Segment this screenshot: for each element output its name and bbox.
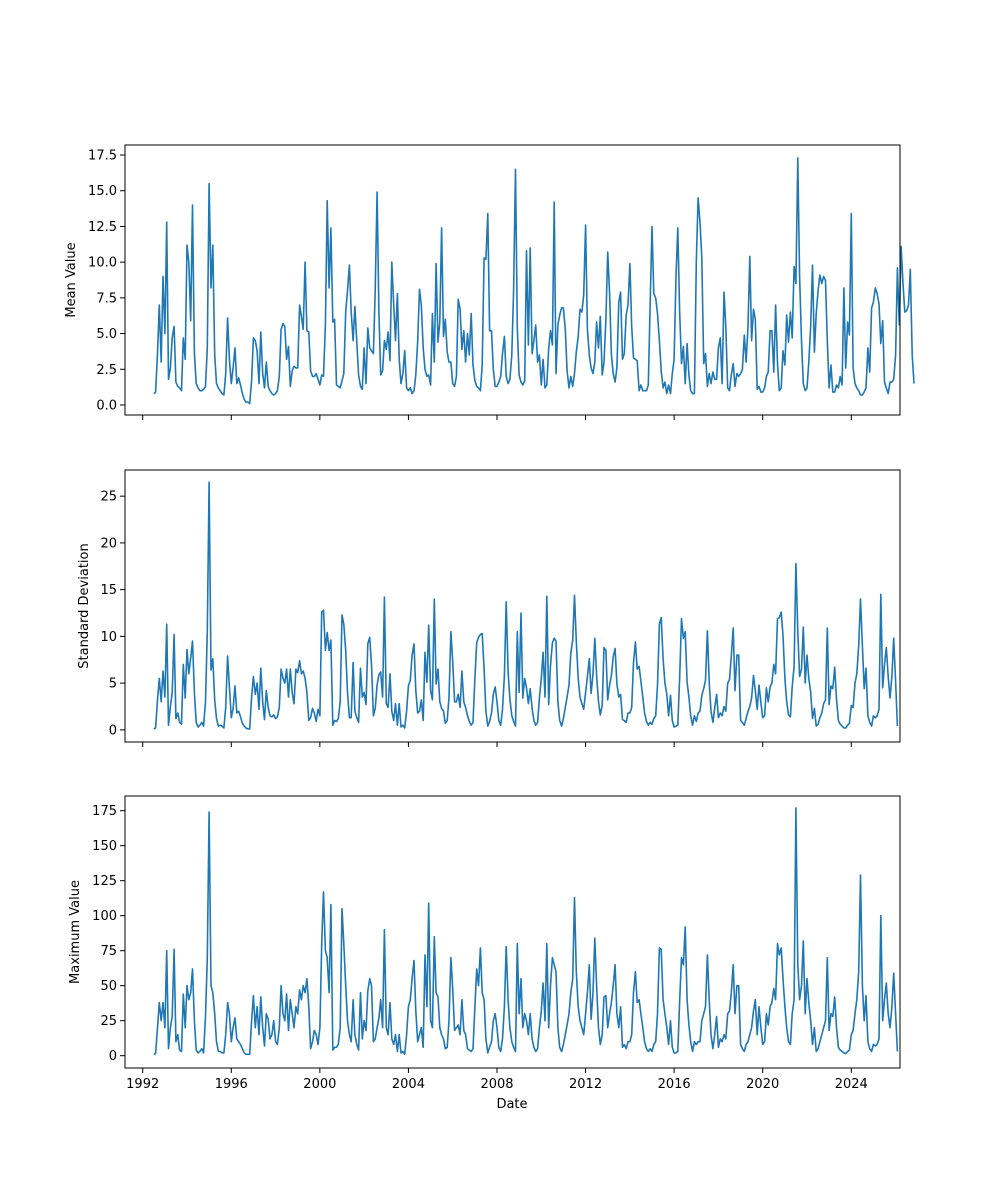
mean-value-axes-frame bbox=[124, 144, 901, 416]
mean-value-ytick-label: 2.5 bbox=[96, 363, 117, 378]
maximum-value-xtick-label: 2008 bbox=[480, 1077, 513, 1092]
standard-deviation-ytick-label: 5 bbox=[109, 677, 117, 692]
mean-value-ytick-label: 5.0 bbox=[96, 327, 117, 342]
maximum-value-xtick-label: 2000 bbox=[303, 1077, 336, 1092]
maximum-value-ytick-label: 75 bbox=[100, 944, 117, 959]
maximum-value-xtick-label: 2024 bbox=[835, 1077, 868, 1092]
xlabel-date: Date bbox=[496, 1097, 527, 1112]
standard-deviation-ytick-label: 15 bbox=[100, 583, 117, 598]
standard-deviation-ytick-label: 10 bbox=[100, 630, 117, 645]
maximum-value-ytick-label: 150 bbox=[92, 839, 117, 854]
standard-deviation-series-line bbox=[153, 481, 899, 730]
maximum-value-xtick-label: 1992 bbox=[126, 1077, 159, 1092]
maximum-value-series-line bbox=[153, 807, 899, 1056]
maximum-value-xtick-label: 2004 bbox=[392, 1077, 425, 1092]
maximum-value-xtick-label: 2020 bbox=[746, 1077, 779, 1092]
mean-value-ytick-label: 0.0 bbox=[96, 399, 117, 414]
mean-value-ytick-label: 12.5 bbox=[88, 220, 117, 235]
maximum-value-ytick-label: 25 bbox=[100, 1014, 117, 1029]
ylabel-mean-value: Mean Value bbox=[64, 242, 79, 317]
maximum-value-ytick-label: 175 bbox=[92, 804, 117, 819]
maximum-value-xtick-label: 1996 bbox=[215, 1077, 248, 1092]
maximum-value-ytick-label: 50 bbox=[100, 979, 117, 994]
mean-value-ytick-label: 10.0 bbox=[88, 256, 117, 271]
mean-value-ytick-label: 15.0 bbox=[88, 184, 117, 199]
maximum-value-axes-frame bbox=[124, 795, 901, 1069]
maximum-value-ytick-label: 0 bbox=[109, 1049, 117, 1064]
maximum-value-xtick-label: 2016 bbox=[658, 1077, 691, 1092]
subplot-maximum-value: Maximum Value Date 0 25 50 75 100 125 150 175 19… bbox=[68, 795, 901, 1112]
subplot-mean-value: Mean Value 0.0 2.5 5.0 7.5 10.0 12.5 15.0 17.5 bbox=[64, 144, 915, 420]
maximum-value-xtick-label: 2012 bbox=[569, 1077, 602, 1092]
ylabel-maximum-value: Maximum Value bbox=[68, 880, 83, 984]
ylabel-standard-deviation: Standard Deviation bbox=[77, 543, 92, 668]
mean-value-ytick-label: 7.5 bbox=[96, 291, 117, 306]
maximum-value-ytick-label: 125 bbox=[92, 874, 117, 889]
subplot-standard-deviation: Standard Deviation 0 5 10 15 20 25 bbox=[77, 469, 901, 747]
maximum-value-ytick-label: 100 bbox=[92, 909, 117, 924]
standard-deviation-ytick-label: 0 bbox=[109, 723, 117, 738]
standard-deviation-ytick-label: 20 bbox=[100, 536, 117, 551]
standard-deviation-ytick-label: 25 bbox=[100, 490, 117, 505]
mean-value-ytick-label: 17.5 bbox=[88, 149, 117, 164]
standard-deviation-axes-frame bbox=[124, 469, 901, 743]
mean-value-series-line bbox=[153, 157, 915, 405]
